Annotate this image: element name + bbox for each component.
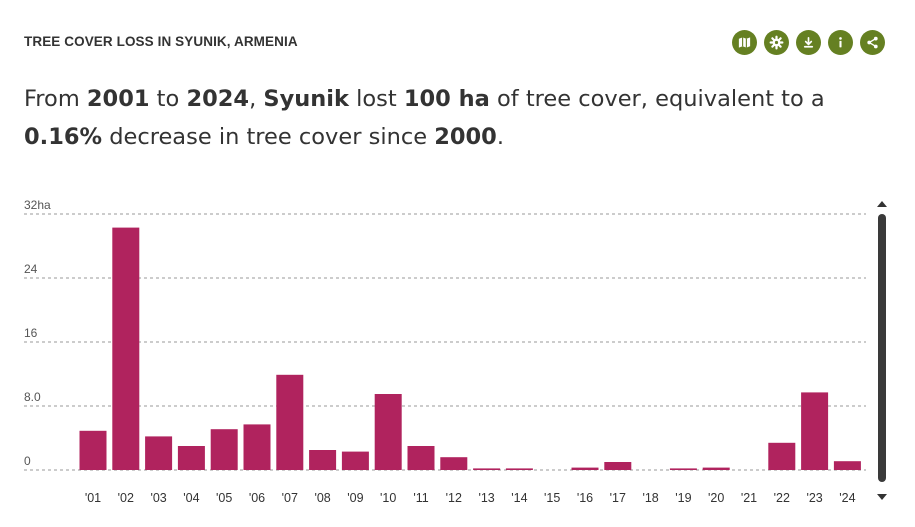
bar-19[interactable]: [669, 468, 697, 470]
bar-23[interactable]: [801, 392, 829, 470]
x-tick-label: '03: [150, 491, 166, 505]
bar-08[interactable]: [309, 450, 337, 470]
gear-icon: [769, 35, 784, 50]
bar-20[interactable]: [702, 467, 730, 470]
bar-02[interactable]: [112, 227, 140, 470]
y-tick-label: 24: [24, 262, 38, 276]
x-tick-label: '02: [118, 491, 134, 505]
y-tick-label: 8.0: [24, 390, 41, 404]
bar-06[interactable]: [243, 424, 271, 470]
x-tick-label: '16: [577, 491, 593, 505]
x-tick-label: '17: [610, 491, 626, 505]
x-tick-label: '01: [85, 491, 101, 505]
map-button[interactable]: [732, 30, 757, 55]
x-tick-label: '22: [774, 491, 790, 505]
bar-17[interactable]: [604, 462, 632, 470]
x-tick-label: '06: [249, 491, 265, 505]
summary-sentence: From 2001 to 2024, Syunik lost 100 ha of…: [24, 86, 825, 150]
x-tick-label: '15: [544, 491, 560, 505]
bar-22[interactable]: [768, 442, 796, 470]
x-tick-label: '24: [839, 491, 855, 505]
widget-toolbar: [732, 30, 885, 55]
x-tick-label: '21: [741, 491, 757, 505]
x-tick-label: '08: [314, 491, 330, 505]
x-tick-label: '20: [708, 491, 724, 505]
scroll-down-arrow[interactable]: [877, 494, 887, 500]
download-icon: [803, 36, 814, 48]
x-tick-label: '18: [642, 491, 658, 505]
bar-07[interactable]: [276, 374, 304, 470]
bar-16[interactable]: [571, 467, 599, 470]
x-tick-label: '14: [511, 491, 527, 505]
bar-24[interactable]: [833, 461, 861, 470]
bar-13[interactable]: [473, 468, 501, 470]
x-tick-label: '11: [413, 491, 428, 505]
loss-percent: 0.16%: [24, 124, 103, 150]
download-button[interactable]: [796, 30, 821, 55]
x-tick-label: '07: [282, 491, 298, 505]
x-tick-label: '04: [183, 491, 199, 505]
bar-14[interactable]: [505, 468, 533, 470]
x-tick-label: '13: [478, 491, 494, 505]
settings-button[interactable]: [764, 30, 789, 55]
map-icon: [738, 37, 751, 48]
x-tick-label: '19: [675, 491, 691, 505]
start-year: 2001: [86, 86, 150, 112]
info-icon: [839, 37, 842, 48]
end-year: 2024: [186, 86, 250, 112]
bar-12[interactable]: [440, 457, 468, 470]
bar-11[interactable]: [407, 446, 435, 470]
bar-09[interactable]: [341, 451, 369, 470]
share-button[interactable]: [860, 30, 885, 55]
chart-scrollbar[interactable]: [876, 198, 888, 506]
bar-10[interactable]: [374, 394, 402, 470]
info-button[interactable]: [828, 30, 853, 55]
scroll-up-arrow[interactable]: [877, 201, 887, 207]
x-tick-label: '10: [380, 491, 396, 505]
loss-amount: 100 ha: [403, 86, 490, 112]
bar-05[interactable]: [210, 429, 238, 470]
bar-03[interactable]: [145, 436, 173, 470]
widget-title: TREE COVER LOSS IN SYUNIK, ARMENIA: [24, 34, 298, 49]
tree-cover-loss-chart: 0 8.0 16 24 32ha '01 '02 '03 '04 '05 '06 '07 '08 '09 '…: [24, 198, 866, 505]
bar-01[interactable]: [79, 430, 107, 470]
x-tick-label: '12: [446, 491, 462, 505]
region-name: Syunik: [263, 86, 349, 112]
scroll-thumb[interactable]: [878, 214, 886, 482]
x-tick-label: '09: [347, 491, 363, 505]
baseline-year: 2000: [434, 124, 497, 150]
bar-04[interactable]: [177, 446, 205, 470]
x-tick-label: '05: [216, 491, 232, 505]
y-tick-label: 16: [24, 326, 38, 340]
y-tick-label: 0: [24, 454, 31, 468]
share-icon: [867, 36, 878, 49]
y-tick-label: 32ha: [24, 198, 51, 212]
x-tick-label: '23: [806, 491, 822, 505]
